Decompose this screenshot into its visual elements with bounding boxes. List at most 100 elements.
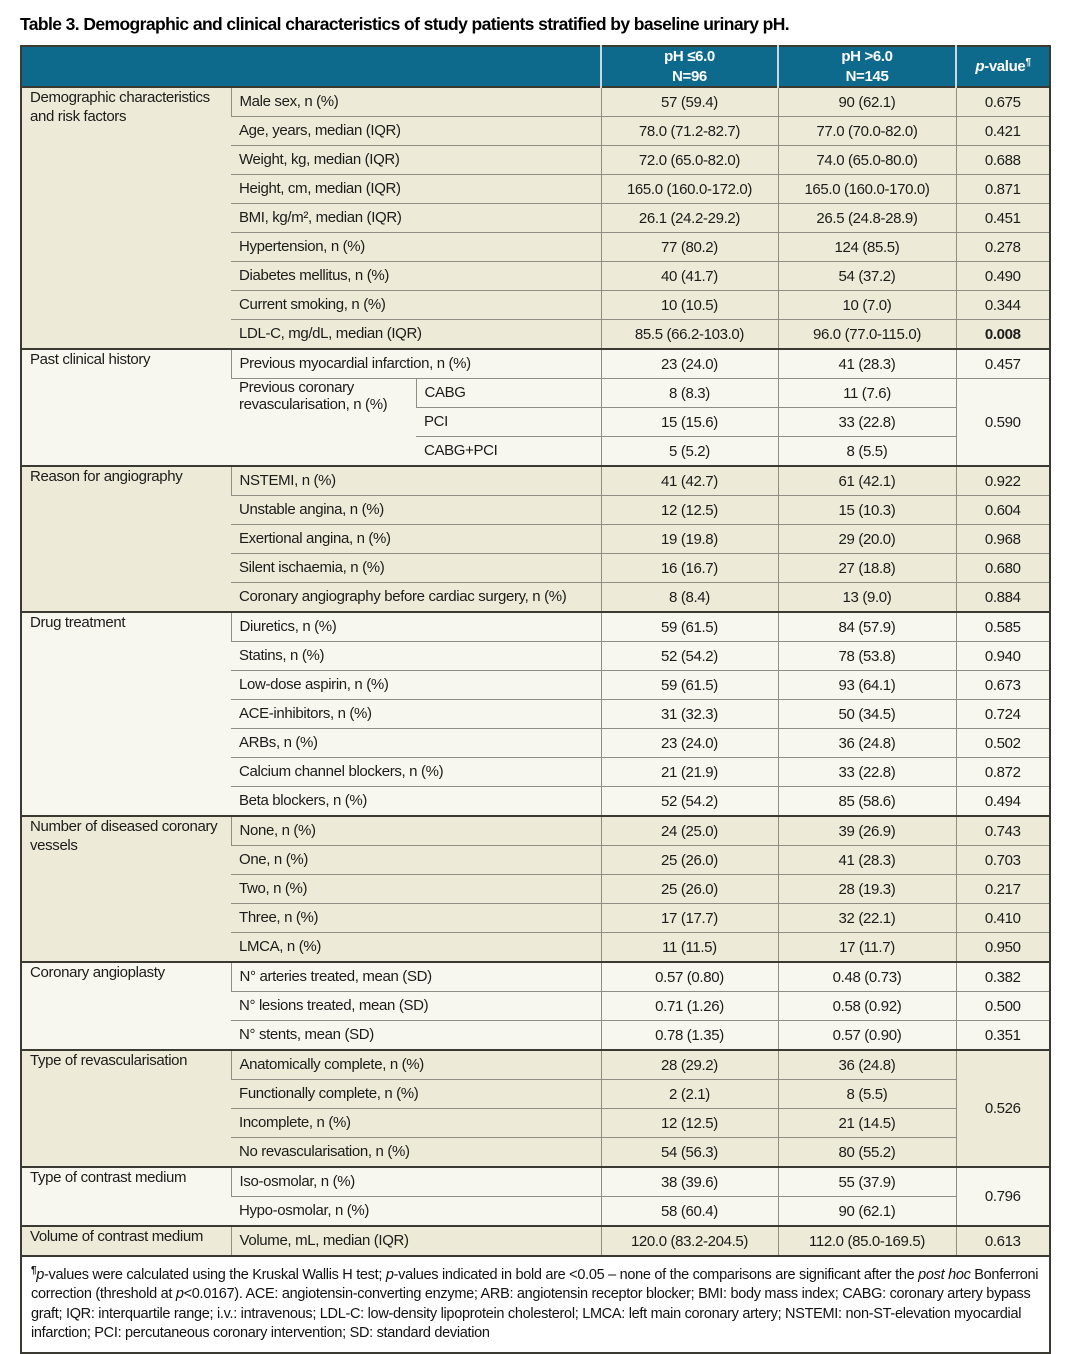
group-type-of-revascularisation: Type of revascularisation Anatomically co… <box>21 1049 1050 1167</box>
row-label: Calcium channel blockers, n (%) <box>231 757 601 787</box>
header-row: pH ≤6.0 N=96 pH >6.0 N=145 p-value¶ <box>21 46 1050 87</box>
value-ph-low: 0.71 (1.26) <box>600 991 778 1021</box>
row-label: Weight, kg, median (IQR) <box>231 145 601 175</box>
table-row: Age, years, median (IQR) 78.0 (71.2-82.7)… <box>21 116 1050 146</box>
value-ph-high: 8 (5.5) <box>777 436 956 466</box>
value-ph-low: 25 (26.0) <box>600 845 778 875</box>
value-ph-high: 55 (37.9) <box>777 1166 956 1197</box>
row-label: Volume, mL, median (IQR) <box>230 1225 601 1256</box>
group-label: Number of diseased coronary vessels <box>21 815 231 962</box>
p-value-cell: 0.680 <box>955 553 1050 583</box>
group-coronary-angioplasty: Coronary angioplasty N° arteries treated,… <box>21 961 1050 1050</box>
value-ph-high: 165.0 (160.0-170.0) <box>777 174 956 204</box>
p-value-cell: 0.675 <box>955 86 1050 117</box>
table-row: Coronary angiography before cardiac surg… <box>21 582 1050 612</box>
p-value-cell: 0.673 <box>955 670 1050 700</box>
value-ph-low: 40 (41.7) <box>600 261 778 291</box>
p-value-cell: 0.950 <box>955 932 1050 962</box>
value-ph-high: 90 (62.1) <box>777 86 956 117</box>
table-row: Unstable angina, n (%) 12 (12.5) 15 (10.3)… <box>21 495 1050 525</box>
table-row: N° lesions treated, mean (SD) 0.71 (1.26)… <box>21 991 1050 1021</box>
row-label: Iso-osmolar, n (%) <box>230 1166 601 1197</box>
value-ph-high: 33 (22.8) <box>777 407 956 437</box>
value-ph-low: 77 (80.2) <box>600 232 778 262</box>
p-value-cell-merged: 0.526 <box>955 1049 1050 1167</box>
sub-row-label: PCI <box>416 407 601 437</box>
group-label: Reason for angiography <box>21 465 231 612</box>
row-label: One, n (%) <box>231 845 601 875</box>
value-ph-high: 93 (64.1) <box>777 670 956 700</box>
characteristics-table: pH ≤6.0 N=96 pH >6.0 N=145 p-value¶ Demogr… <box>20 45 1051 1257</box>
value-ph-high: 61 (42.1) <box>777 465 956 496</box>
row-label: Exertional angina, n (%) <box>231 524 601 554</box>
group-label: Volume of contrast medium <box>21 1225 231 1256</box>
table-row: Past clinical history Previous myocardial… <box>21 348 1050 466</box>
p-value-cell: 0.278 <box>955 232 1050 262</box>
value-ph-low: 8 (8.3) <box>600 378 778 408</box>
p-value-cell: 0.502 <box>955 728 1050 758</box>
p-value-cell: 0.968 <box>955 524 1050 554</box>
value-ph-low: 120.0 (83.2-204.5) <box>600 1225 778 1256</box>
value-ph-low: 52 (54.2) <box>600 641 778 671</box>
header-ph-high-n: N=145 <box>845 67 889 85</box>
value-ph-low: 21 (21.9) <box>600 757 778 787</box>
row-label: Current smoking, n (%) <box>231 290 601 320</box>
value-ph-low: 24 (25.0) <box>600 815 778 846</box>
p-value-cell: 0.585 <box>955 611 1050 642</box>
value-ph-low: 23 (24.0) <box>600 728 778 758</box>
p-value-cell: 0.490 <box>955 261 1050 291</box>
p-value-cell: 0.351 <box>955 1020 1050 1050</box>
value-ph-high: 0.57 (0.90) <box>777 1020 956 1050</box>
row-label: Statins, n (%) <box>231 641 601 671</box>
group-type-of-contrast-medium: Type of contrast medium Iso-osmolar, n (%… <box>21 1166 1050 1226</box>
row-label: Incomplete, n (%) <box>231 1108 601 1138</box>
value-ph-low: 12 (12.5) <box>600 1108 778 1138</box>
table-row: ARBs, n (%) 23 (24.0) 36 (24.8) 0.502 <box>21 728 1050 758</box>
value-ph-low: 19 (19.8) <box>600 524 778 554</box>
group-label: Type of revascularisation <box>21 1049 231 1167</box>
row-label: Functionally complete, n (%) <box>231 1079 601 1109</box>
row-label: Unstable angina, n (%) <box>231 495 601 525</box>
p-value-cell: 0.382 <box>955 961 1050 992</box>
group-volume-of-contrast-medium: Volume of contrast medium Volume, mL, med… <box>21 1225 1050 1256</box>
p-value-cell: 0.872 <box>955 757 1050 787</box>
value-ph-high: 50 (34.5) <box>777 699 956 729</box>
p-value-cell: 0.884 <box>955 582 1050 612</box>
row-label: No revascularisation, n (%) <box>231 1137 601 1167</box>
value-ph-low: 17 (17.7) <box>600 903 778 933</box>
table-row: One, n (%) 25 (26.0) 41 (28.3) 0.703 <box>21 845 1050 875</box>
table-row: Hypo-osmolar, n (%) 58 (60.4) 90 (62.1) <box>21 1196 1050 1226</box>
group-reason-for-angiography: Reason for angiography NSTEMI, n (%) 41 (4… <box>21 465 1050 612</box>
header-ph-low-label: pH ≤6.0 <box>664 48 715 65</box>
group-demographic: Demographic characteristics and risk fac… <box>21 86 1050 349</box>
row-label: ARBs, n (%) <box>231 728 601 758</box>
value-ph-low: 165.0 (160.0-172.0) <box>600 174 778 204</box>
p-value-cell: 0.451 <box>955 203 1050 233</box>
p-value-cell-merged: 0.796 <box>955 1166 1050 1226</box>
value-ph-low: 16 (16.7) <box>600 553 778 583</box>
value-ph-high: 15 (10.3) <box>777 495 956 525</box>
table-row: Height, cm, median (IQR) 165.0 (160.0-172… <box>21 174 1050 204</box>
p-value-cell: 0.410 <box>955 903 1050 933</box>
value-ph-low: 59 (61.5) <box>600 670 778 700</box>
sub-row-label: CABG+PCI <box>416 436 601 466</box>
value-ph-high: 28 (19.3) <box>777 874 956 904</box>
row-label: LDL-C, mg/dL, median (IQR) <box>231 319 601 349</box>
value-ph-high: 80 (55.2) <box>777 1137 956 1167</box>
p-value-cell: 0.217 <box>955 874 1050 904</box>
p-value-cell-merged: 0.590 <box>955 378 1050 466</box>
table-row: Demographic characteristics and risk fac… <box>21 86 1050 349</box>
table-row: CABG+PCI 5 (5.2) 8 (5.5) <box>21 436 1050 466</box>
row-label: Anatomically complete, n (%) <box>230 1049 601 1080</box>
table-row: Exertional angina, n (%) 19 (19.8) 29 (20.… <box>21 524 1050 554</box>
table-row: Three, n (%) 17 (17.7) 32 (22.1) 0.410 <box>21 903 1050 933</box>
value-ph-low: 31 (32.3) <box>600 699 778 729</box>
row-label: Two, n (%) <box>231 874 601 904</box>
value-ph-high: 112.0 (85.0-169.5) <box>777 1225 956 1256</box>
p-value-cell: 0.494 <box>955 786 1050 816</box>
p-value-cell: 0.703 <box>955 845 1050 875</box>
nested-row-label: Previous coronary revascularisation, n (… <box>231 378 416 466</box>
table-row: Coronary angioplasty N° arteries treated,… <box>21 961 1050 1050</box>
table-row: Hypertension, n (%) 77 (80.2) 124 (85.5) 0.… <box>21 232 1050 262</box>
p-value-cell: 0.500 <box>955 991 1050 1021</box>
